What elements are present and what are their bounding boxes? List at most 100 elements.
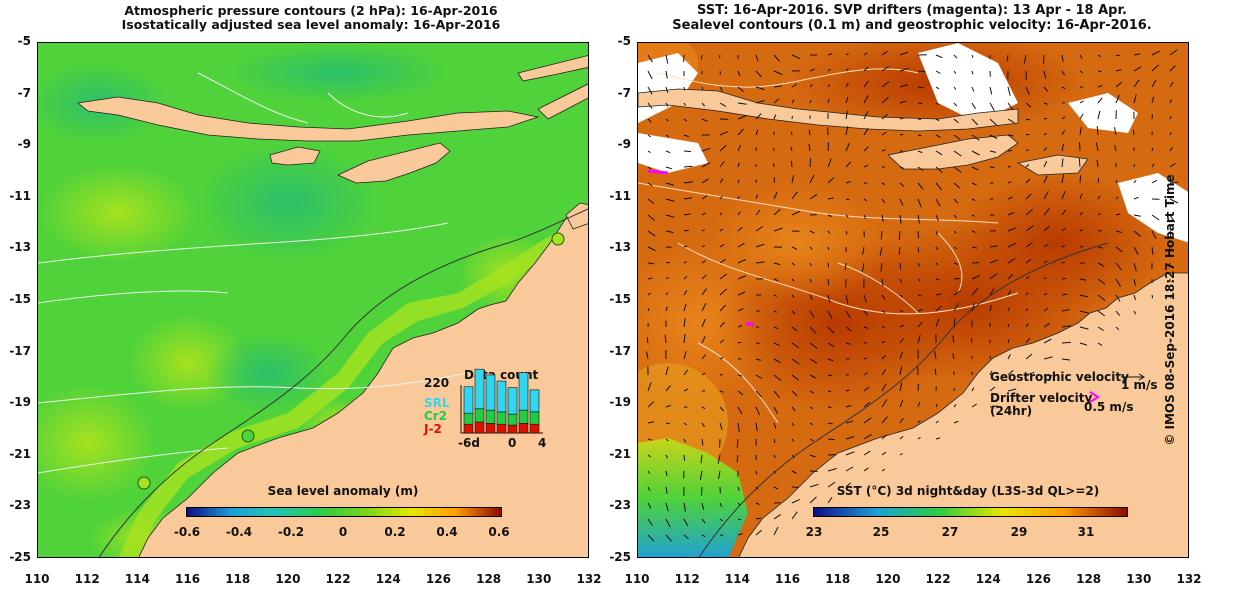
drifter-track [647, 169, 669, 175]
velocity-arrow [1096, 125, 1099, 136]
velocity-arrow [755, 422, 758, 432]
left-colorbar [186, 507, 502, 517]
velocity-arrow [755, 129, 759, 136]
velocity-arrow [683, 303, 687, 312]
velocity-arrow [971, 70, 974, 75]
velocity-arrow [1025, 258, 1032, 264]
velocity-arrow [737, 211, 741, 216]
velocity-arrow [719, 390, 724, 393]
velocity-arrow [665, 70, 668, 79]
velocity-arrow [1025, 242, 1033, 248]
velocity-arrow [1043, 292, 1048, 296]
velocity-arrow [737, 374, 743, 377]
velocity-arrow [971, 403, 977, 408]
velocity-arrow [1133, 230, 1141, 237]
velocity-arrow [917, 334, 921, 344]
velocity-arrow [863, 214, 867, 220]
sea-level-contours [638, 68, 1019, 424]
velocity-arrow [1061, 130, 1066, 136]
longitude-tick: 124 [975, 572, 1001, 586]
velocity-arrow [971, 102, 976, 109]
velocity-arrow [647, 382, 652, 392]
velocity-arrow [791, 358, 800, 365]
latitude-tick: -11 [9, 188, 31, 203]
velocity-arrow [755, 70, 762, 78]
velocity-arrow [1115, 294, 1121, 302]
velocity-arrow [647, 134, 651, 138]
velocity-arrow [953, 262, 959, 265]
velocity-arrow [917, 246, 920, 253]
velocity-arrow [737, 486, 740, 491]
longitude-tick: 116 [175, 572, 201, 586]
left-cb-tick: -0.6 [173, 525, 201, 539]
velocity-arrow [719, 212, 723, 216]
velocity-arrow [1097, 195, 1101, 200]
velocity-arrow [1151, 179, 1158, 184]
velocity-arrow [1097, 262, 1105, 267]
velocity-arrow [791, 486, 799, 488]
velocity-arrow [700, 454, 703, 464]
bar-j2 [507, 424, 518, 434]
velocity-arrow [683, 86, 686, 91]
velocity-arrow [845, 342, 851, 345]
velocity-arrow [935, 437, 941, 440]
velocity-arrow [935, 262, 939, 266]
velocity-arrow [647, 518, 653, 526]
velocity-arrow [1079, 246, 1084, 248]
velocity-arrow [1007, 242, 1017, 248]
legend-drifter-24hr: (24hr) [990, 404, 1032, 418]
velocity-arrow [647, 277, 653, 280]
left-title-line1: Atmospheric pressure contours (2 hPa): 1… [124, 3, 498, 18]
sst-map[interactable]: Geostrophic velocity 1 m/s Drifter veloc… [637, 42, 1189, 558]
longitude-tick: 112 [74, 572, 100, 586]
velocity-arrow [899, 351, 904, 360]
velocity-arrow [845, 310, 851, 319]
velocity-arrow [935, 102, 939, 105]
velocity-arrow [1095, 142, 1099, 152]
velocity-arrow [737, 291, 746, 296]
velocity-arrow [953, 214, 958, 219]
velocity-arrow [1043, 207, 1050, 216]
right-cb-tick: 31 [1077, 525, 1095, 539]
velocity-arrow [953, 404, 957, 408]
velocity-arrow [863, 433, 872, 440]
velocity-arrow [773, 85, 783, 88]
velocity-arrow [827, 438, 835, 441]
velocity-arrow [755, 529, 762, 536]
velocity-arrow [881, 399, 888, 408]
velocity-arrow [1151, 230, 1157, 240]
velocity-arrow [701, 178, 709, 184]
velocity-arrow [773, 470, 777, 474]
longitude-tick: 110 [24, 572, 50, 586]
velocity-arrow [845, 230, 848, 235]
velocity-arrow [971, 166, 979, 171]
velocity-arrow [719, 339, 725, 344]
track-marker [551, 232, 565, 246]
sea-level-anomaly-map[interactable]: Data count 220 SRL Cr2 J-2 -6d 0 4 [37, 42, 589, 558]
velocity-arrow [899, 100, 907, 104]
velocity-arrow [773, 98, 780, 104]
velocity-arrow [989, 370, 993, 376]
velocity-arrow [719, 321, 725, 328]
velocity-arrow [1079, 113, 1084, 120]
velocity-arrow [773, 310, 778, 313]
velocity-arrow [701, 162, 711, 168]
latitude-tick: -17 [9, 343, 31, 358]
velocity-arrow [989, 86, 993, 95]
latitude-tick: -11 [609, 188, 631, 203]
velocity-arrow [1133, 278, 1136, 286]
latitude-tick: -5 [617, 34, 631, 48]
longitude-tick: 120 [275, 572, 301, 586]
velocity-arrow [1151, 147, 1154, 152]
velocity-arrow [809, 422, 813, 426]
velocity-arrow [881, 131, 887, 136]
velocity-arrow [809, 483, 819, 488]
velocity-arrow [1061, 191, 1066, 200]
velocity-arrow [952, 335, 955, 344]
velocity-arrow [1025, 371, 1035, 376]
velocity-arrow [827, 278, 830, 286]
latitude-tick: -7 [617, 85, 631, 100]
velocity-arrow [1007, 86, 1011, 96]
velocity-arrow [899, 366, 903, 376]
velocity-arrow [845, 405, 852, 408]
